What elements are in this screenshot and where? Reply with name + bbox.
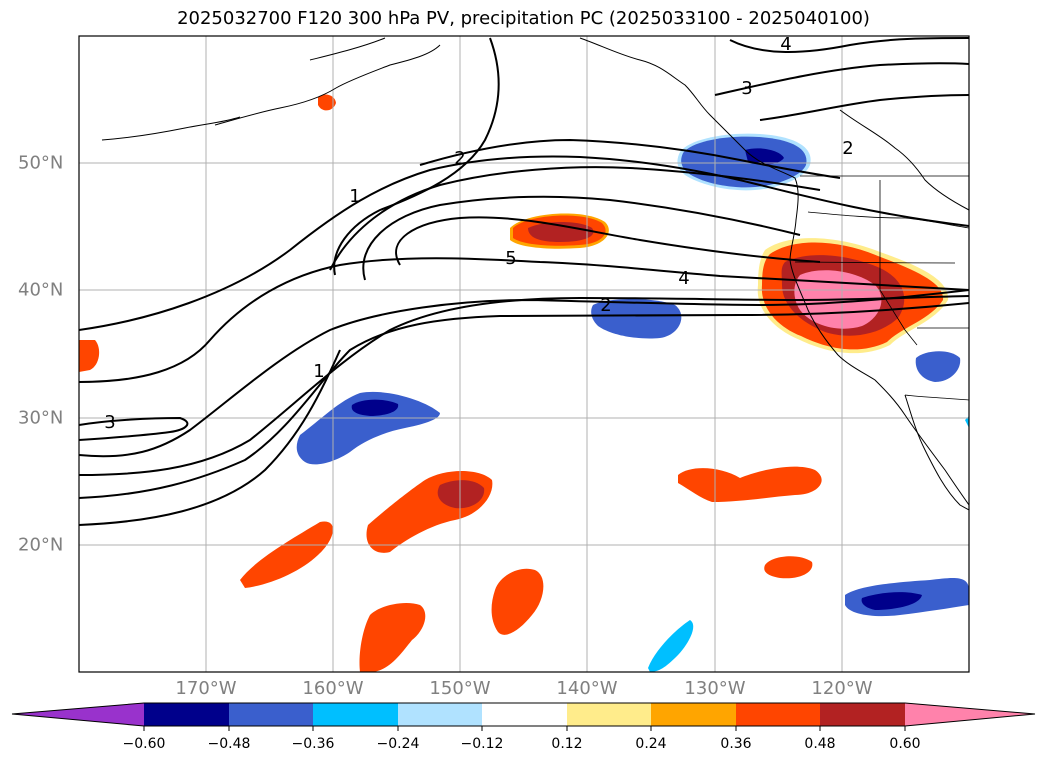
colorbar-tick-label: −0.24: [376, 736, 420, 752]
pv-label: 3: [741, 78, 752, 99]
lon-label: 120°W: [811, 678, 873, 699]
colorbar-tick-label: 0.36: [720, 736, 752, 752]
colorbar-tick-label: −0.60: [122, 736, 166, 752]
pv-contour-labels: 1 2 3 4 5 2 1 3 4 2: [104, 34, 853, 433]
map-plot-area: 1 2 3 4 5 2 1 3 4 2: [79, 34, 969, 672]
lat-label: 20°N: [18, 534, 64, 556]
pv-label: 4: [678, 268, 689, 289]
colorbar-tick-label: −0.12: [460, 736, 504, 752]
pv-label: 1: [349, 186, 360, 207]
lon-label: 160°W: [302, 678, 364, 699]
lon-label: 170°W: [175, 678, 237, 699]
precip-positive-anomalies: [79, 94, 949, 672]
map-frame: [78, 35, 970, 673]
coastlines: [101, 37, 969, 511]
pv-label: 1: [313, 361, 324, 382]
colorbar-tick-label: 0.12: [551, 736, 583, 752]
map-gridlines: [79, 36, 969, 672]
colorbar: [11, 702, 1036, 731]
colorbar-tick-label: 0.24: [635, 736, 667, 752]
lat-label: 40°N: [18, 279, 64, 301]
colorbar-tick-label: −0.36: [291, 736, 335, 752]
pv-label: 2: [842, 138, 853, 159]
lon-label: 140°W: [556, 678, 618, 699]
lat-label: 30°N: [18, 407, 64, 429]
pv-label: 2: [454, 148, 465, 169]
pv-label: 4: [780, 34, 791, 55]
map-title: 2025032700 F120 300 hPa PV, precipitatio…: [177, 8, 870, 29]
colorbar-tick-label: 0.48: [804, 736, 836, 752]
pv-label: 5: [505, 248, 516, 269]
pv-label: 3: [104, 412, 115, 433]
colorbar-tick-label: 0.60: [889, 736, 921, 752]
lat-label: 50°N: [18, 152, 64, 174]
colorbar-tick-label: −0.48: [207, 736, 251, 752]
pv-label: 2: [600, 295, 611, 316]
lon-label: 130°W: [684, 678, 746, 699]
lon-label: 150°W: [429, 678, 491, 699]
pv-contours: [79, 37, 969, 526]
